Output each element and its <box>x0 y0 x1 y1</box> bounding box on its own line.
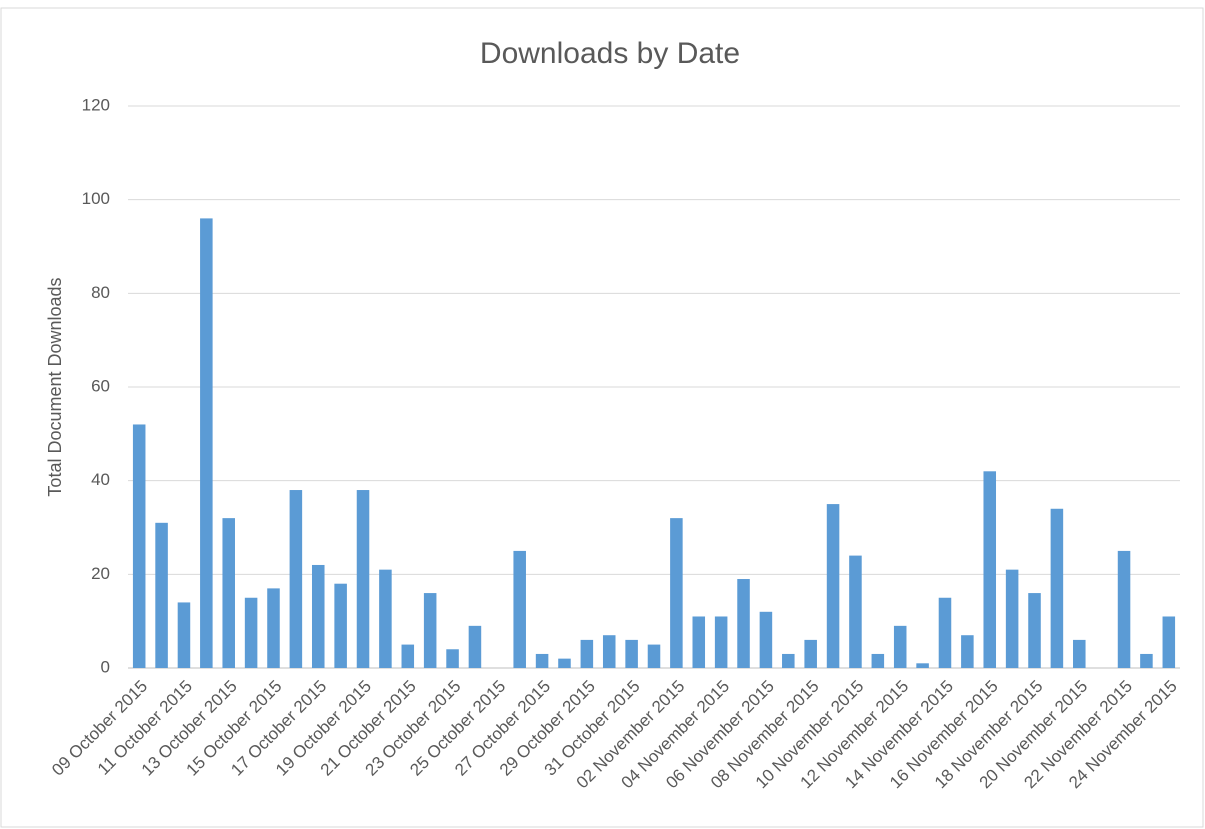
bar <box>961 635 974 668</box>
bar <box>1117 550 1131 668</box>
bar <box>356 490 370 668</box>
bar <box>759 611 773 668</box>
bar <box>132 424 146 668</box>
bar <box>513 550 526 668</box>
bar <box>244 597 258 668</box>
bar <box>200 218 213 668</box>
y-tick-label: 60 <box>91 376 110 395</box>
y-axis-label: Total Document Downloads <box>45 277 65 496</box>
bar <box>535 653 549 668</box>
bar <box>670 518 683 668</box>
bar <box>423 593 437 668</box>
bar <box>1005 569 1019 668</box>
bar <box>1162 616 1176 668</box>
bar <box>468 625 482 668</box>
bar <box>1073 639 1086 668</box>
bar <box>625 639 638 668</box>
y-tick-label: 20 <box>91 564 110 583</box>
bar <box>804 639 817 668</box>
bar <box>1028 593 1041 668</box>
bar <box>580 639 594 668</box>
bar <box>267 588 280 668</box>
y-tick-label: 40 <box>91 470 110 489</box>
bar <box>446 649 459 668</box>
bar <box>1140 653 1153 668</box>
y-tick-label: 100 <box>82 189 110 208</box>
bar <box>1050 508 1064 668</box>
bar <box>401 644 415 668</box>
bar <box>177 602 191 668</box>
bar <box>334 583 347 668</box>
bar <box>893 625 907 668</box>
bar <box>289 490 303 668</box>
bar <box>155 522 168 668</box>
bar <box>826 504 840 668</box>
bar <box>558 658 571 668</box>
bar <box>938 597 952 668</box>
bar <box>871 653 885 668</box>
bar <box>849 555 862 668</box>
bar <box>782 653 795 668</box>
bar <box>647 644 661 668</box>
y-tick-label: 0 <box>101 657 110 676</box>
bar <box>983 471 997 668</box>
bar <box>692 616 706 668</box>
bar <box>379 569 392 668</box>
chart-title: Downloads by Date <box>480 37 740 70</box>
bar <box>737 579 750 668</box>
bar <box>916 663 929 668</box>
y-tick-label: 80 <box>91 283 110 302</box>
y-tick-label: 120 <box>82 95 110 114</box>
bar <box>714 616 728 668</box>
bar <box>602 635 616 668</box>
bar <box>222 518 235 668</box>
bar <box>311 564 325 668</box>
